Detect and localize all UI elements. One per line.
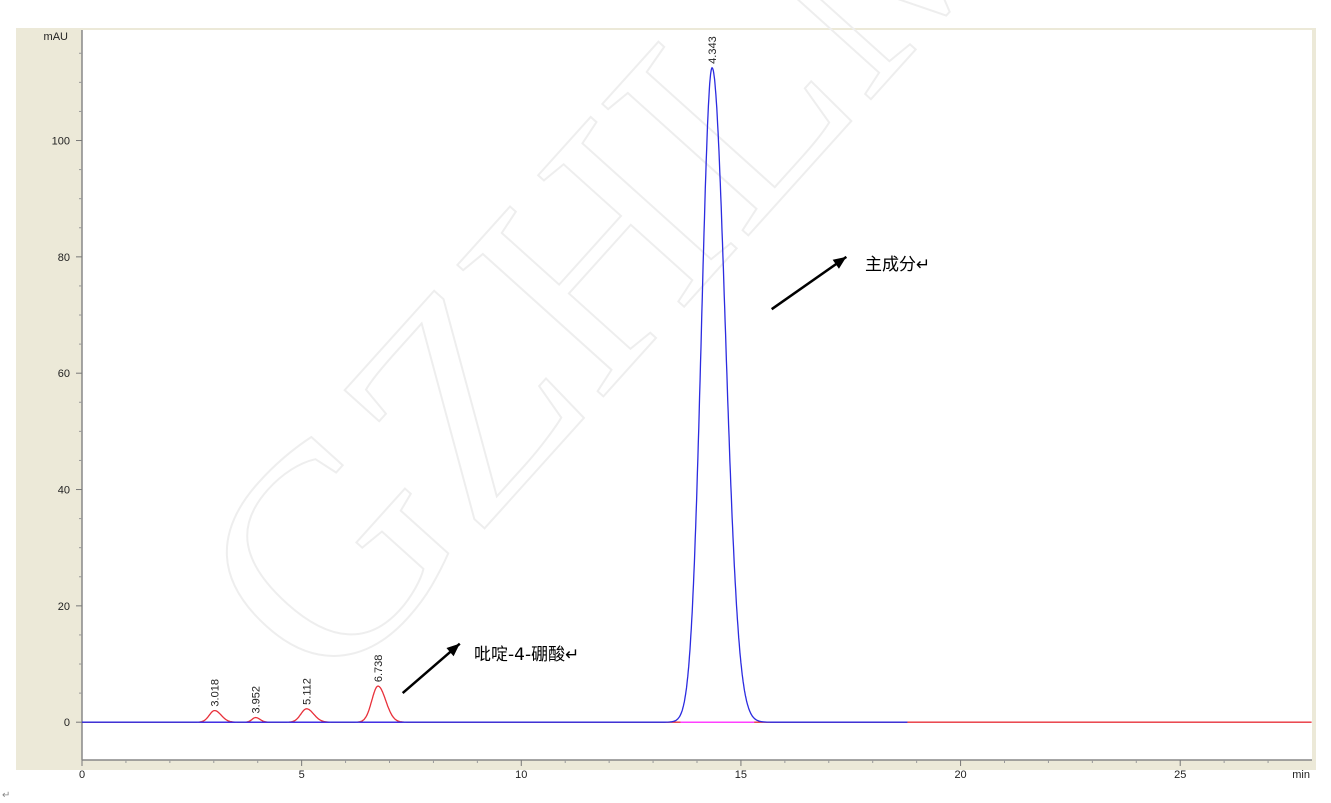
x-tick-label: 5 (299, 769, 305, 781)
arrowhead-icon (832, 256, 847, 269)
x-tick-label: 10 (515, 769, 527, 781)
y-axis-label: mAU (44, 31, 69, 43)
trace-blue (82, 67, 908, 723)
annotation-arrow (770, 255, 848, 311)
peak-label: 3.018 (210, 679, 222, 707)
y-tick-label: 100 (52, 136, 70, 148)
y-tick-label: 40 (58, 485, 70, 497)
y-tick-label: 0 (64, 717, 70, 729)
annotation-main-component: 主成分↵ (865, 255, 931, 275)
peak-label: 6.738 (373, 655, 385, 683)
x-tick-label: 0 (79, 769, 85, 781)
y-tick-label: 20 (58, 601, 70, 613)
x-axis-label: min (1292, 769, 1310, 781)
annotation-pyridine-boronic-acid: 吡啶-4-硼酸↵ (474, 645, 580, 665)
peak-label: 3.952 (251, 686, 263, 714)
arrowhead-icon (446, 643, 460, 657)
peak-label: 5.112 (302, 678, 314, 705)
plot-area (82, 30, 1312, 760)
x-tick-label: 15 (735, 769, 747, 781)
peak-label: 4.343 (707, 36, 719, 64)
y-tick-label: 80 (58, 252, 70, 264)
return-mark: ↵ (2, 790, 11, 801)
x-tick-label: 20 (954, 769, 966, 781)
x-tick-label: 25 (1174, 769, 1186, 781)
y-tick-label: 60 (58, 368, 70, 380)
